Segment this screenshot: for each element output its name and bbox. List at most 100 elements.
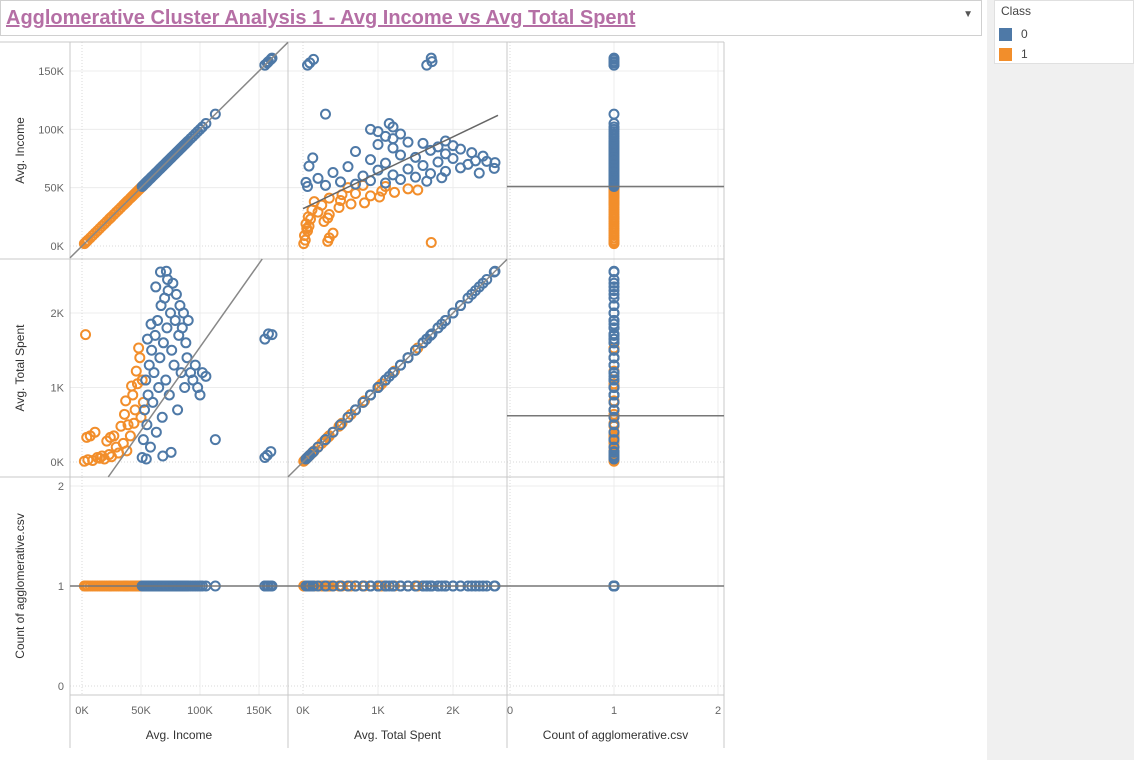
point-class-0: [182, 314, 194, 326]
point-class-1: [121, 445, 133, 457]
point-class-0: [302, 452, 313, 464]
point-class-1: [425, 237, 437, 248]
point-class-1: [80, 329, 92, 341]
trend-line: [69, 41, 289, 259]
x-tick-label: 2K: [446, 705, 460, 717]
point-class-0: [481, 273, 493, 285]
title-bar: Agglomerative Cluster Analysis 1 - Avg I…: [0, 0, 982, 36]
point-class-0: [302, 59, 313, 71]
point-class-1: [118, 408, 130, 420]
point-class-0: [488, 162, 500, 174]
point-class-0: [168, 359, 180, 371]
point-class-0: [425, 329, 437, 341]
point-class-0: [320, 108, 331, 120]
point-class-1: [374, 191, 385, 203]
point-class-0: [320, 179, 331, 191]
point-class-1: [128, 189, 140, 201]
point-class-1: [301, 223, 313, 234]
point-class-0: [176, 322, 188, 334]
point-class-1: [359, 197, 370, 209]
point-class-0: [335, 176, 346, 188]
point-class-1: [130, 365, 142, 377]
point-class-0: [350, 178, 361, 190]
point-class-0: [608, 329, 620, 341]
point-class-0: [141, 419, 153, 431]
point-class-0: [327, 426, 339, 438]
point-class-0: [440, 148, 451, 160]
point-class-1: [120, 395, 132, 407]
point-class-0: [308, 446, 319, 458]
point-class-0: [608, 121, 620, 133]
point-class-1: [608, 212, 620, 224]
point-class-1: [124, 430, 136, 442]
point-class-0: [170, 288, 182, 300]
point-class-0: [156, 411, 168, 423]
legend: Class 0 1: [994, 0, 1134, 64]
point-class-0: [410, 344, 421, 356]
point-class-0: [350, 146, 361, 157]
legend-title: Class: [1001, 4, 1032, 18]
point-class-0: [365, 123, 376, 135]
trend-line: [302, 114, 499, 210]
point-class-0: [608, 155, 620, 167]
point-class-0: [153, 382, 165, 393]
y-tick-label: 2K: [51, 308, 65, 320]
point-class-0: [447, 307, 459, 319]
legend-swatch-0: [999, 27, 1012, 41]
point-class-0: [265, 446, 277, 458]
point-class-0: [608, 389, 620, 401]
point-class-0: [432, 156, 444, 168]
point-class-0: [608, 307, 620, 319]
point-class-0: [410, 171, 421, 183]
point-class-1: [104, 212, 116, 224]
point-class-1: [89, 426, 101, 438]
legend-item-0[interactable]: 0: [999, 27, 1028, 41]
point-class-0: [161, 322, 173, 334]
point-class-0: [402, 352, 414, 364]
point-class-0: [417, 137, 429, 149]
point-class-1: [345, 198, 357, 210]
y-axis-title: Count of agglomerative.csv: [13, 513, 27, 658]
point-class-0: [481, 155, 493, 167]
legend-item-1[interactable]: 1: [999, 47, 1028, 61]
point-class-1: [327, 227, 339, 239]
point-class-0: [140, 374, 152, 386]
point-class-0: [266, 52, 278, 64]
y-tick-label: 1K: [51, 383, 65, 395]
x-tick-label: 50K: [131, 705, 151, 717]
point-class-0: [436, 318, 448, 330]
point-class-0: [187, 374, 199, 386]
point-class-0: [169, 314, 181, 326]
x-tick-label: 1K: [371, 705, 385, 717]
point-class-1: [359, 395, 370, 407]
legend-swatch-1: [999, 47, 1012, 61]
y-tick-label: 100K: [38, 124, 64, 136]
point-class-0: [148, 367, 160, 379]
right-panel: [987, 0, 1134, 760]
point-class-0: [608, 322, 620, 334]
point-class-1: [133, 342, 145, 354]
point-class-0: [608, 56, 620, 68]
point-class-0: [402, 163, 414, 175]
point-class-0: [350, 404, 361, 416]
point-class-0: [608, 344, 620, 356]
legend-label-1: 1: [1021, 47, 1028, 61]
point-class-1: [402, 183, 414, 195]
point-class-1: [126, 380, 138, 392]
point-class-0: [189, 359, 201, 371]
point-class-0: [608, 404, 620, 416]
point-class-0: [608, 411, 620, 423]
point-class-0: [421, 175, 433, 187]
chevron-down-icon[interactable]: ▼: [963, 9, 973, 20]
point-class-0: [365, 389, 376, 401]
point-class-0: [308, 53, 319, 65]
x-tick-label: 0K: [75, 705, 89, 717]
point-class-0: [194, 389, 206, 401]
point-class-0: [300, 176, 312, 188]
point-class-0: [608, 426, 620, 438]
point-class-0: [259, 452, 271, 464]
point-class-0: [608, 152, 620, 164]
page-title[interactable]: Agglomerative Cluster Analysis 1 - Avg I…: [6, 7, 636, 29]
trend-line: [287, 258, 508, 478]
point-class-0: [372, 382, 384, 393]
